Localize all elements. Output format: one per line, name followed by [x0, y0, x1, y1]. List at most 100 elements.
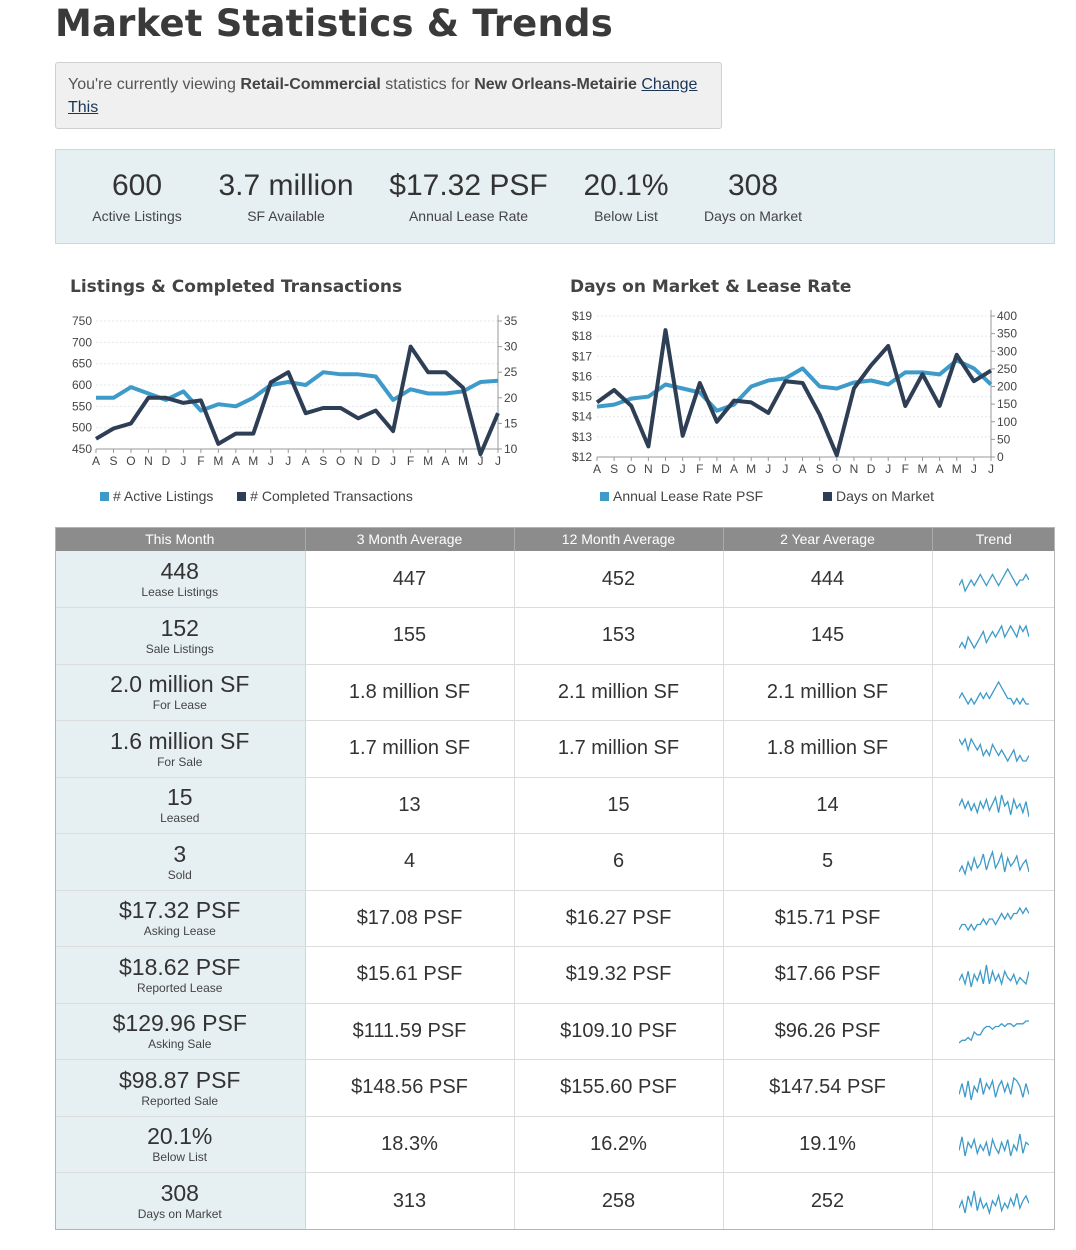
this-month-value: 15 — [166, 784, 193, 811]
legend-swatch-lease-rate — [600, 492, 609, 501]
x-axis-tick: M — [952, 462, 962, 476]
table-row: 152 Sale Listings 155 153 145 — [55, 607, 1055, 665]
two-year-average-cell: 5 — [723, 833, 933, 891]
trend-cell — [932, 1003, 1055, 1060]
trend-sparkline — [958, 849, 1029, 876]
x-axis-tick: A — [593, 462, 601, 476]
x-axis-tick: J — [765, 462, 771, 476]
three-month-average-cell: 313 — [305, 1172, 515, 1229]
left-axis-tick: 750 — [72, 314, 92, 328]
metric-label: Reported Lease — [137, 980, 223, 995]
trend-sparkline — [958, 737, 1029, 763]
legend-swatch-completed-transactions — [237, 492, 247, 501]
trend-cell — [932, 551, 1055, 608]
two-year-average-cell: 444 — [723, 551, 933, 608]
right-axis-tick: 25 — [504, 365, 518, 379]
days-on-market-lease-rate-chart: $19 $18 $17 $16 $15 $14 $13 $12 400 350 300 250 200 1… — [572, 309, 1017, 476]
lease-rate-chart-title: Days on Market & Lease Rate — [570, 277, 852, 297]
left-axis-tick: $16 — [572, 369, 592, 383]
three-month-average-cell: 18.3% — [305, 1116, 515, 1173]
right-axis-tick: 300 — [997, 344, 1017, 358]
x-axis-tick: J — [180, 454, 186, 468]
market-name: New Orleans-Metairie — [474, 76, 637, 93]
left-axis-tick: 700 — [72, 335, 92, 349]
viewing-prefix: You're currently viewing — [68, 76, 241, 93]
summary-stats-panel: 600 Active Listings 3.7 million SF Avail… — [55, 149, 1055, 244]
this-month-cell: $18.62 PSF Reported Lease — [55, 946, 306, 1004]
stat-value: 20.1% — [583, 169, 669, 202]
stat-annual-lease-rate: $17.32 PSF Annual Lease Rate — [386, 168, 551, 224]
right-axis-tick: 250 — [997, 362, 1017, 376]
left-axis-tick: 600 — [72, 378, 92, 392]
trend-sparkline — [958, 1076, 1029, 1100]
series-line-dark — [595, 328, 993, 458]
x-axis-tick: N — [354, 454, 363, 468]
left-axis-tick: $12 — [572, 450, 592, 464]
x-axis-tick: J — [885, 462, 891, 476]
this-month-value: 3 — [173, 840, 187, 867]
x-axis-tick: S — [610, 462, 618, 476]
left-axis-tick: $17 — [572, 349, 592, 363]
legend-swatch-days-on-market — [823, 492, 832, 501]
stat-days-on-market: 308 Days on Market — [701, 168, 805, 224]
x-axis-tick: D — [661, 462, 670, 476]
trend-cell — [932, 720, 1055, 778]
two-year-average-cell: 2.1 million SF — [723, 664, 933, 721]
three-month-average-cell: 155 — [305, 607, 515, 665]
left-axis-tick: $15 — [572, 390, 592, 404]
this-month-cell: $98.87 PSF Reported Sale — [55, 1059, 306, 1117]
twelve-month-average-cell: 16.2% — [514, 1116, 724, 1173]
x-axis-tick: A — [302, 454, 310, 468]
trend-cell — [932, 1116, 1055, 1173]
left-axis-tick: $19 — [572, 309, 592, 323]
twelve-month-average-cell: $109.10 PSF — [514, 1003, 724, 1060]
sparkline-path — [958, 567, 1029, 593]
x-axis-tick: S — [109, 454, 117, 468]
right-axis-tick: 400 — [997, 309, 1017, 323]
table-row: 448 Lease Listings 447 452 444 — [55, 551, 1055, 608]
table-row: 20.1% Below List 18.3% 16.2% 19.1% — [55, 1116, 1055, 1173]
this-month-value: 448 — [160, 558, 199, 584]
sparkline-path — [958, 737, 1029, 763]
table-row: 3 Sold 4 6 5 — [55, 833, 1055, 891]
three-month-average-cell: 1.8 million SF — [305, 664, 515, 721]
sparkline-path — [958, 1134, 1029, 1157]
right-axis-tick: 15 — [504, 416, 518, 430]
x-axis-tick: A — [92, 454, 100, 468]
metric-label: Asking Sale — [148, 1037, 212, 1052]
trend-sparkline — [958, 1134, 1029, 1157]
x-axis-tick: J — [478, 454, 484, 468]
col-2-year-average: 2 Year Average — [723, 527, 933, 551]
legend-label: Annual Lease Rate PSF — [613, 488, 764, 504]
sparkline-path — [958, 624, 1029, 650]
right-axis-tick: 100 — [997, 415, 1017, 429]
left-axis-tick: 500 — [72, 421, 92, 435]
this-month-cell: 448 Lease Listings — [55, 551, 306, 608]
twelve-month-average-cell: $155.60 PSF — [514, 1059, 724, 1117]
left-axis-tick: 450 — [72, 442, 92, 456]
sparkline-path — [958, 1190, 1029, 1215]
metric-label: Sale Listings — [145, 641, 214, 656]
x-axis-tick: M — [458, 454, 468, 468]
stat-label: Annual Lease Rate — [408, 208, 529, 224]
this-month-value: 152 — [160, 614, 199, 641]
x-axis-tick: J — [988, 462, 994, 476]
trend-cell — [932, 890, 1055, 947]
this-month-value: $129.96 PSF — [112, 1010, 247, 1037]
this-month-value: 2.0 million SF — [110, 671, 250, 698]
right-axis-tick: 35 — [504, 314, 518, 328]
trend-sparkline — [958, 624, 1029, 650]
right-axis-tick: 50 — [997, 432, 1011, 446]
this-month-value: 308 — [160, 1180, 199, 1206]
two-year-average-cell: 145 — [723, 607, 933, 665]
three-month-average-cell: 1.7 million SF — [305, 720, 515, 778]
x-axis-tick: F — [696, 462, 703, 476]
table-row: 15 Leased 13 15 14 — [55, 777, 1055, 834]
change-market-link[interactable]: Change This — [68, 76, 698, 116]
legend-label: Days on Market — [836, 488, 935, 504]
x-axis-tick: A — [936, 462, 944, 476]
right-axis-tick: 20 — [504, 391, 518, 405]
stat-value: 3.7 million — [218, 169, 354, 202]
col-3-month-average: 3 Month Average — [305, 527, 515, 551]
x-axis-tick: A — [730, 462, 738, 476]
